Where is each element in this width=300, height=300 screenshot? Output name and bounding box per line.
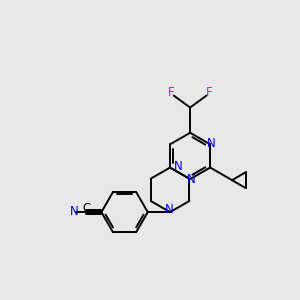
Text: F: F xyxy=(168,86,175,99)
Text: N: N xyxy=(165,202,174,216)
Text: N: N xyxy=(207,137,216,150)
Text: N: N xyxy=(70,205,79,218)
Text: C: C xyxy=(83,202,91,215)
Text: F: F xyxy=(206,86,212,99)
Text: N: N xyxy=(187,173,196,186)
Text: N: N xyxy=(174,160,182,173)
